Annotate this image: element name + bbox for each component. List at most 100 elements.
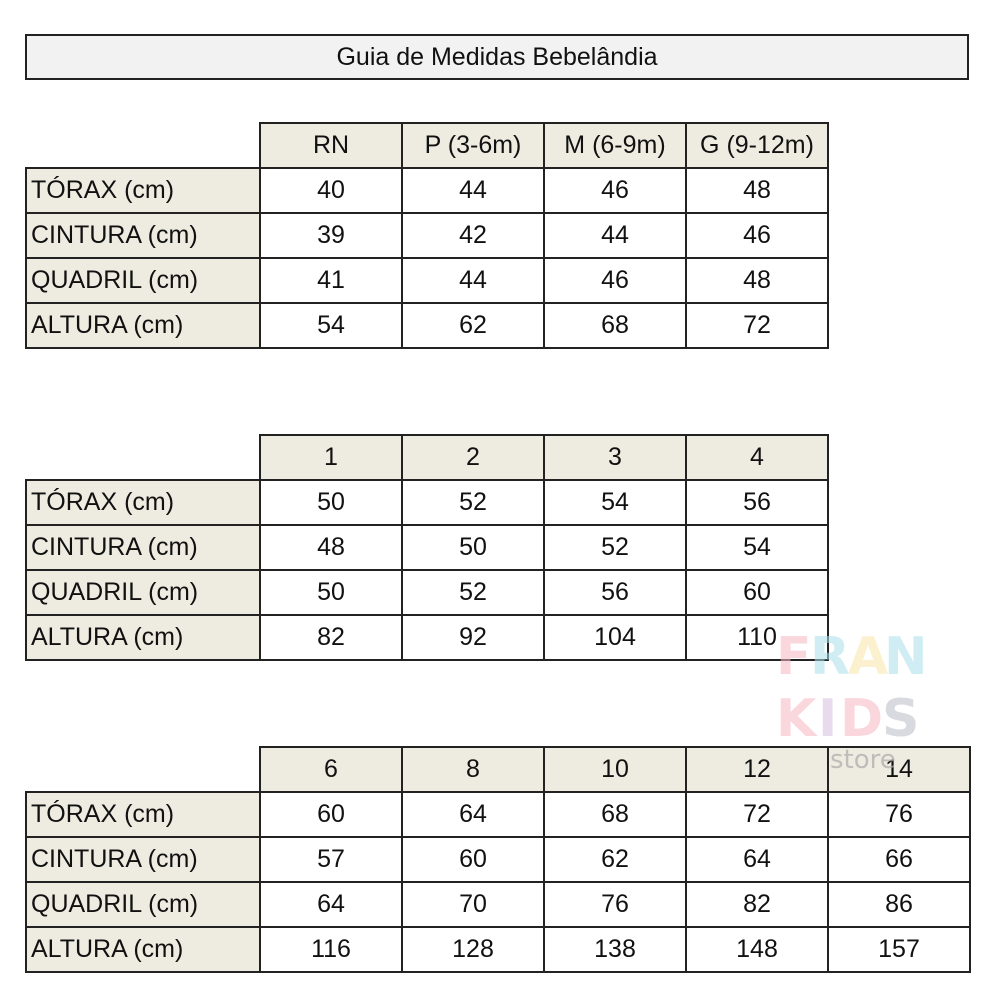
- measure-value: 48: [259, 524, 403, 571]
- corner-cell: [26, 435, 260, 481]
- measure-value: 50: [259, 479, 403, 526]
- measure-value: 76: [827, 791, 971, 838]
- measure-value: 60: [401, 836, 545, 883]
- measure-value: 44: [543, 212, 687, 259]
- table-row: CINTURA (cm) 39 42 44 46: [25, 212, 829, 259]
- table-row: ALTURA (cm) 116 128 138 148 157: [25, 926, 971, 973]
- measure-value: 82: [685, 881, 829, 928]
- measure-value: 52: [401, 569, 545, 616]
- measure-value: 92: [401, 614, 545, 661]
- measure-value: 64: [685, 836, 829, 883]
- measure-value: 50: [259, 569, 403, 616]
- measure-value: 50: [401, 524, 545, 571]
- measure-value: 76: [543, 881, 687, 928]
- size-header: 3: [543, 434, 687, 481]
- measure-value: 46: [543, 257, 687, 304]
- measure-value: 56: [543, 569, 687, 616]
- table-row: ALTURA (cm) 54 62 68 72: [25, 302, 829, 349]
- table-row: CINTURA (cm) 48 50 52 54: [25, 524, 829, 571]
- table-row: QUADRIL (cm) 50 52 56 60: [25, 569, 829, 616]
- size-header: 4: [685, 434, 829, 481]
- measure-value: 68: [543, 791, 687, 838]
- table-row: CINTURA (cm) 57 60 62 64 66: [25, 836, 971, 883]
- size-header: 14: [827, 746, 971, 793]
- measure-value: 72: [685, 791, 829, 838]
- measure-value: 48: [685, 167, 829, 214]
- measure-label: QUADRIL (cm): [25, 881, 261, 928]
- measure-label: ALTURA (cm): [25, 926, 261, 973]
- table-row: TÓRAX (cm) 40 44 46 48: [25, 167, 829, 214]
- measure-value: 52: [401, 479, 545, 526]
- measure-value: 41: [259, 257, 403, 304]
- size-header: G (9-12m): [685, 122, 829, 169]
- measure-value: 48: [685, 257, 829, 304]
- measure-value: 64: [259, 881, 403, 928]
- measure-value: 86: [827, 881, 971, 928]
- measure-value: 54: [259, 302, 403, 349]
- table-row: TÓRAX (cm) 60 64 68 72 76: [25, 791, 971, 838]
- measure-value: 104: [543, 614, 687, 661]
- size-header: 2: [401, 434, 545, 481]
- measure-value: 52: [543, 524, 687, 571]
- measure-label: QUADRIL (cm): [25, 257, 261, 304]
- size-header: 6: [259, 746, 403, 793]
- svg-text:A: A: [848, 628, 888, 687]
- measure-value: 54: [685, 524, 829, 571]
- svg-text:K: K: [776, 689, 818, 749]
- measure-label: TÓRAX (cm): [25, 167, 261, 214]
- measure-value: 70: [401, 881, 545, 928]
- svg-text:N: N: [884, 628, 928, 687]
- measure-value: 54: [543, 479, 687, 526]
- size-table-kids: 1 2 3 4 TÓRAX (cm) 50 52 54 56 CINTURA (cm) 48 50 52…: [25, 434, 829, 661]
- measure-label: CINTURA (cm): [25, 524, 261, 571]
- size-table-older-kids: 6 8 10 12 14 TÓRAX (cm) 60 64 68 72 76 CINTURA (cm)…: [25, 746, 971, 973]
- table-row: QUADRIL (cm) 41 44 46 48: [25, 257, 829, 304]
- measure-value: 62: [543, 836, 687, 883]
- measure-value: 66: [827, 836, 971, 883]
- corner-cell: [26, 123, 260, 169]
- measure-value: 39: [259, 212, 403, 259]
- measure-value: 72: [685, 302, 829, 349]
- size-header: 12: [685, 746, 829, 793]
- header-row: RN P (3-6m) M (6-9m) G (9-12m): [26, 122, 829, 169]
- measure-value: 82: [259, 614, 403, 661]
- measure-value: 116: [259, 926, 403, 973]
- measure-value: 44: [401, 167, 545, 214]
- measure-value: 62: [401, 302, 545, 349]
- measure-value: 64: [401, 791, 545, 838]
- svg-text:D: D: [840, 689, 883, 749]
- corner-cell: [26, 747, 260, 793]
- measure-label: CINTURA (cm): [25, 836, 261, 883]
- table-row: TÓRAX (cm) 50 52 54 56: [25, 479, 829, 526]
- svg-text:S: S: [882, 689, 919, 749]
- measure-value: 60: [259, 791, 403, 838]
- measure-value: 157: [827, 926, 971, 973]
- measure-value: 128: [401, 926, 545, 973]
- measure-value: 60: [685, 569, 829, 616]
- size-header: P (3-6m): [401, 122, 545, 169]
- size-header: 10: [543, 746, 687, 793]
- size-header: RN: [259, 122, 403, 169]
- measure-value: 46: [685, 212, 829, 259]
- measure-value: 138: [543, 926, 687, 973]
- table-row: QUADRIL (cm) 64 70 76 82 86: [25, 881, 971, 928]
- page-title: Guia de Medidas Bebelândia: [25, 34, 969, 80]
- measure-value: 148: [685, 926, 829, 973]
- measure-label: ALTURA (cm): [25, 302, 261, 349]
- size-header: M (6-9m): [543, 122, 687, 169]
- measure-value: 44: [401, 257, 545, 304]
- measure-label: QUADRIL (cm): [25, 569, 261, 616]
- size-header: 8: [401, 746, 545, 793]
- measure-value: 68: [543, 302, 687, 349]
- measure-label: TÓRAX (cm): [25, 479, 261, 526]
- header-row: 6 8 10 12 14: [26, 746, 971, 793]
- measure-label: TÓRAX (cm): [25, 791, 261, 838]
- measure-value: 46: [543, 167, 687, 214]
- svg-text:I: I: [818, 689, 837, 749]
- measure-label: ALTURA (cm): [25, 614, 261, 661]
- size-table-baby: RN P (3-6m) M (6-9m) G (9-12m) TÓRAX (cm) 40 4…: [25, 122, 829, 349]
- measure-value: 110: [685, 614, 829, 661]
- measure-label: CINTURA (cm): [25, 212, 261, 259]
- size-header: 1: [259, 434, 403, 481]
